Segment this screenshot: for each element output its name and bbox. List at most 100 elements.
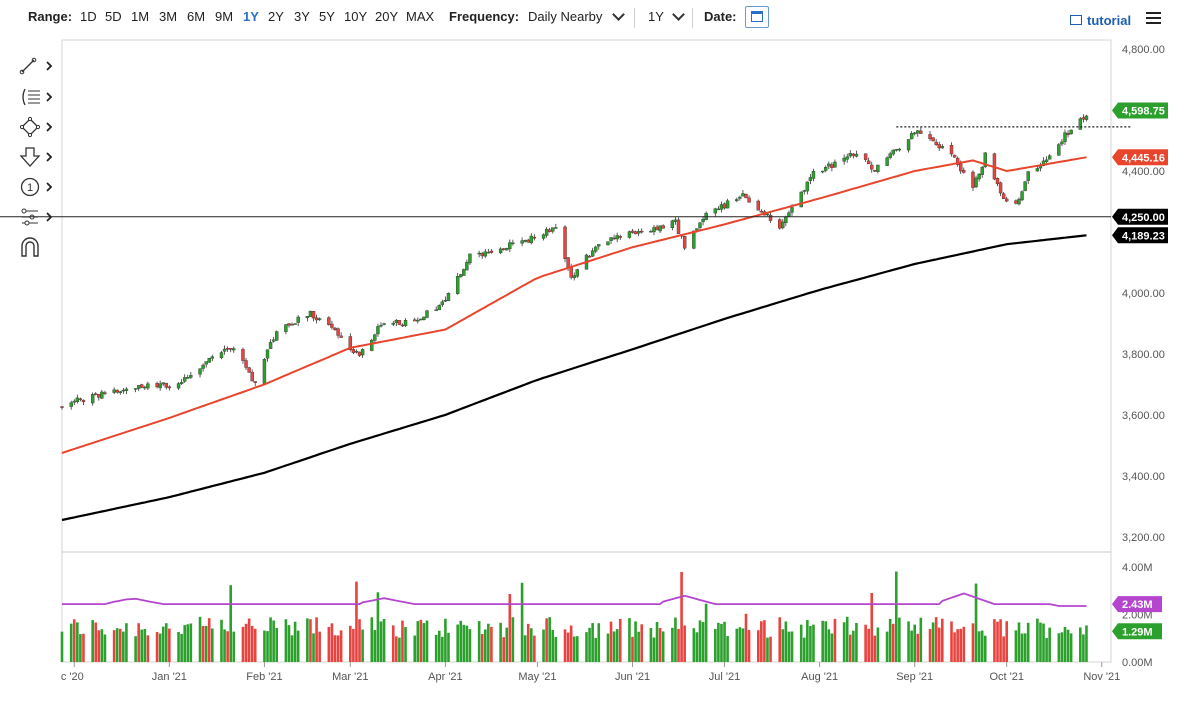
ma50-line (61, 156, 1087, 454)
volume-bar (201, 625, 205, 662)
candles (60, 114, 1089, 410)
candle-body (275, 331, 279, 341)
volume-tick-label: 0.00M (1122, 657, 1153, 669)
volume-bar (253, 628, 257, 662)
volume-bar (827, 629, 831, 662)
candle-body (462, 269, 466, 276)
volume-tick-label: 4.00M (1122, 562, 1153, 574)
volume-bar (996, 621, 999, 662)
range-5y[interactable]: 5Y (319, 9, 335, 24)
volume-bar (146, 635, 150, 662)
candle-body (805, 181, 810, 192)
volume-bar (671, 627, 674, 662)
volume-bar (533, 635, 536, 662)
volume-bar (404, 626, 407, 662)
range-3m[interactable]: 3M (159, 9, 178, 24)
y-tick-label: 4,800.00 (1122, 44, 1165, 56)
calendar-icon[interactable] (745, 6, 769, 28)
candle-body (955, 157, 960, 165)
range-2y[interactable]: 2Y (268, 9, 284, 24)
volume-bar (591, 623, 594, 662)
fibonacci-icon (22, 88, 53, 106)
volume-bar (799, 624, 803, 662)
candle-body (244, 360, 248, 368)
volume-bar (701, 622, 705, 662)
volume-tag-label: 1.29M (1122, 626, 1153, 638)
range-10y[interactable]: 10Y (344, 9, 368, 24)
volume-bar (830, 633, 834, 662)
volume-bar (695, 632, 699, 662)
candle-body (934, 141, 938, 145)
price-tag-bg (1112, 208, 1168, 225)
candle-body (909, 133, 914, 140)
candle-body (676, 219, 681, 234)
range-1d[interactable]: 1D (80, 9, 97, 24)
candle-body (419, 318, 423, 321)
candle-body (1035, 168, 1040, 172)
film-icon[interactable] (1070, 15, 1082, 25)
volume-bar (207, 618, 211, 662)
tutorial-link[interactable]: tutorial (1087, 13, 1132, 28)
candle-body (649, 231, 653, 233)
volume-bar (848, 634, 852, 662)
volume-bar (168, 628, 171, 662)
candle-body (204, 361, 208, 365)
candle-body (928, 134, 932, 140)
volume-bar (434, 634, 438, 662)
range-3y[interactable]: 3Y (294, 9, 310, 24)
candle-body (508, 242, 512, 249)
volume-bar (898, 617, 901, 662)
volume-bar (462, 624, 466, 662)
range-max[interactable]: MAX (406, 9, 435, 24)
volume-bar (566, 632, 570, 662)
hamburger-menu-icon[interactable] (1146, 12, 1161, 24)
volume-bar (585, 632, 588, 662)
volume-bar (226, 631, 229, 662)
trendline-tool[interactable] (18, 54, 58, 78)
candle-body (876, 164, 880, 172)
range-20y[interactable]: 20Y (375, 9, 399, 24)
volume-bar (1045, 637, 1048, 662)
candle-body (330, 323, 334, 328)
range-1y[interactable]: 1Y (243, 9, 259, 24)
fibonacci-tool[interactable] (18, 85, 58, 109)
range-1m[interactable]: 1M (131, 9, 150, 24)
candle-body (78, 398, 83, 401)
volume-bar (631, 636, 634, 662)
candle-body (781, 221, 785, 229)
candle-body (118, 391, 122, 393)
range-9m[interactable]: 9M (215, 9, 234, 24)
volume-bar (597, 623, 601, 662)
volume-bar (937, 627, 941, 662)
shapes-tool[interactable] (18, 115, 58, 139)
candle-body (833, 161, 837, 168)
candle-body (489, 250, 494, 253)
candle-body (501, 248, 506, 250)
volume-bar (606, 633, 610, 662)
range-5d[interactable]: 5D (105, 9, 122, 24)
volume-bar (529, 628, 533, 662)
candle-body (69, 402, 73, 407)
volume-bar (177, 631, 180, 662)
price-tag-bg (1112, 149, 1168, 166)
candle-body (830, 164, 834, 168)
volume-bar (747, 630, 751, 662)
price-tag-label: 4,598.75 (1122, 105, 1165, 117)
volume-bar (953, 632, 956, 662)
volume-bar (419, 619, 423, 662)
volume-bar (60, 631, 64, 662)
period-select[interactable]: 1Y (648, 9, 664, 24)
frequency-select[interactable]: Daily Nearby (528, 9, 603, 24)
magnet-tool[interactable] (18, 235, 58, 259)
candle-body (413, 319, 417, 322)
volume-bar (229, 585, 232, 662)
volume-bar (756, 630, 760, 662)
volume-bar (894, 571, 898, 662)
volume-bar (876, 627, 880, 662)
number-marker-tool[interactable]: 1 (18, 175, 58, 199)
volume-bar (69, 623, 73, 662)
arrow-tool[interactable] (18, 145, 58, 169)
volume-bar (769, 636, 772, 662)
candle-body (112, 389, 116, 393)
range-6m[interactable]: 6M (187, 9, 206, 24)
